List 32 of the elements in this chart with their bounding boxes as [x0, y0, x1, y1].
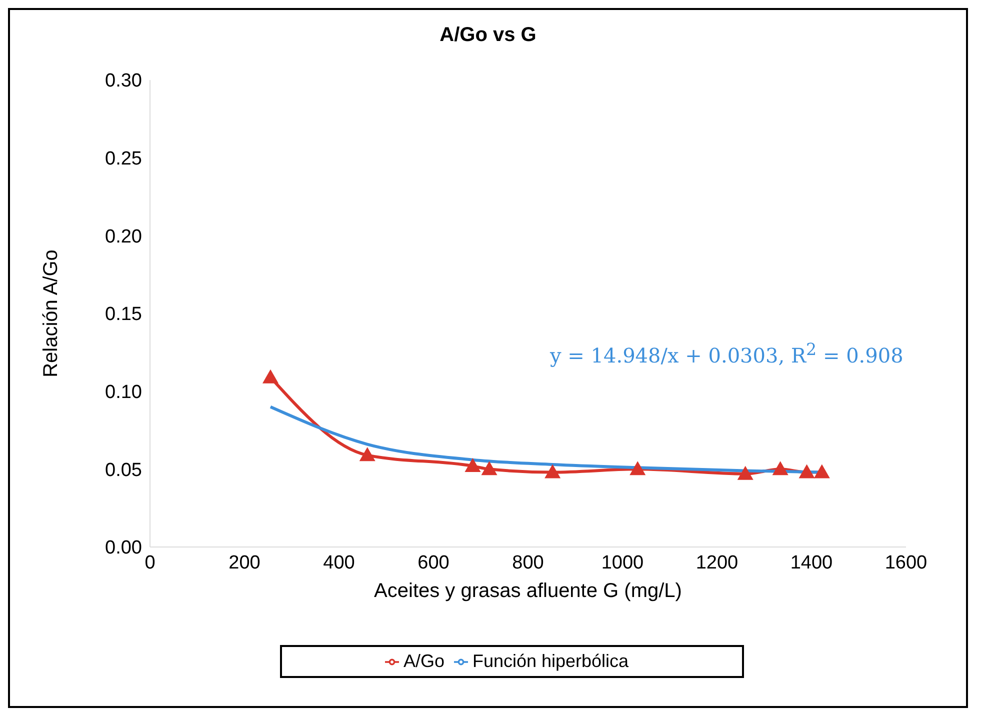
point: [630, 461, 646, 476]
x-tick-label: 1000: [601, 552, 644, 574]
point: [359, 447, 376, 462]
point: [262, 369, 278, 384]
point: [481, 461, 498, 476]
x-tick-label: 400: [323, 552, 355, 574]
point: [544, 464, 561, 478]
x-tick-label: 200: [228, 552, 260, 574]
point: [772, 461, 788, 476]
annotation: y = 14.948/x + 0.0303, R$^{2}$ = 0.908: [550, 340, 904, 368]
x-axis-title: Aceites y grasas afluente G (mg/L): [374, 580, 682, 602]
x-tick-label: 1600: [884, 552, 928, 574]
point: [814, 464, 830, 478]
y-tick-label: 0.05: [105, 460, 142, 481]
y-tick-label: 0.30: [105, 70, 142, 92]
y-tick-label: 0.20: [105, 226, 142, 248]
chart-title: A/Go vs G: [438, 24, 538, 47]
point: [464, 458, 481, 472]
x-tick-label: 1200: [696, 552, 738, 574]
y-axis-title: Relación A/Go: [40, 250, 62, 378]
y-tick-label: 0.15: [105, 304, 142, 326]
x-tick-label: 800: [512, 552, 544, 574]
x-tick-label: 1400: [790, 552, 833, 574]
legend-label: Función hiperbólica: [472, 651, 629, 671]
y-tick-label: 0.25: [105, 148, 142, 170]
point: [798, 464, 815, 478]
x-tick-label: 0: [144, 552, 156, 574]
y-tick-label: 0.10: [105, 382, 142, 404]
point: [737, 466, 754, 480]
x-tick-label: 600: [418, 552, 450, 574]
legend-label: A/Go: [403, 651, 444, 671]
y-tick-label: 0.00: [105, 538, 142, 559]
